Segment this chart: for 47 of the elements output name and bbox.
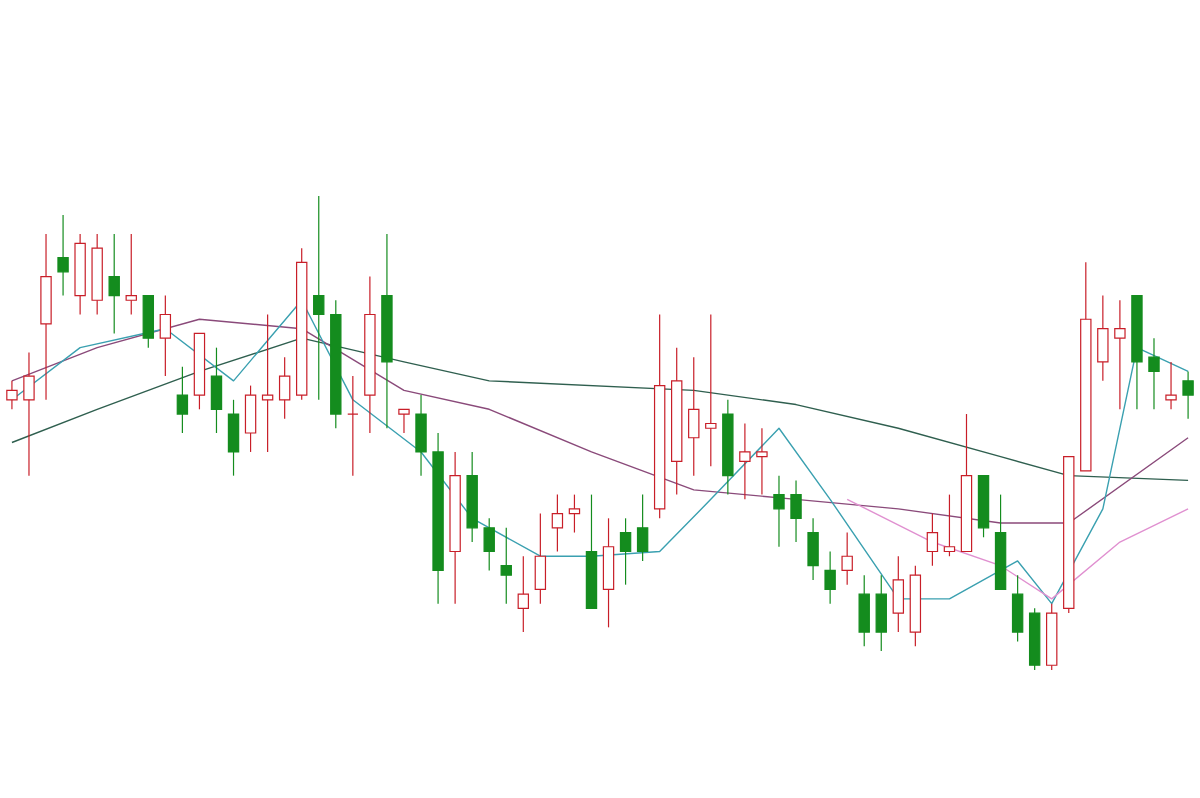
candlestick bbox=[142, 294, 155, 349]
candlestick bbox=[739, 422, 751, 500]
candlestick bbox=[1097, 294, 1109, 382]
candlestick bbox=[159, 294, 172, 377]
candlestick bbox=[636, 494, 649, 562]
candlestick bbox=[500, 527, 512, 605]
candlestick bbox=[824, 550, 836, 605]
candlestick bbox=[40, 233, 52, 401]
candlestick bbox=[176, 366, 189, 434]
candlestick bbox=[1114, 299, 1126, 410]
candlestick bbox=[125, 233, 137, 316]
candlestick bbox=[57, 214, 69, 297]
candlestick bbox=[313, 195, 325, 401]
candlestick bbox=[705, 313, 717, 467]
candlestick bbox=[551, 494, 564, 553]
candlestick bbox=[1011, 574, 1024, 643]
candlestick bbox=[347, 375, 359, 477]
candlestick bbox=[790, 479, 802, 543]
candlestick bbox=[619, 517, 632, 586]
candlestick bbox=[517, 555, 530, 633]
candlestick bbox=[23, 351, 35, 477]
candlestick bbox=[227, 399, 240, 477]
candlestick bbox=[602, 517, 615, 628]
candlestick bbox=[398, 408, 410, 434]
candlestick bbox=[875, 574, 887, 652]
candlestick bbox=[773, 475, 785, 548]
candlestick bbox=[943, 494, 956, 557]
candlestick bbox=[688, 356, 700, 477]
candlestick bbox=[261, 313, 274, 453]
candlestick bbox=[841, 531, 853, 586]
candlestick bbox=[756, 427, 768, 496]
candlestick bbox=[210, 347, 223, 434]
candlestick bbox=[244, 384, 257, 453]
candlestick bbox=[807, 517, 819, 581]
candlestick bbox=[1148, 337, 1160, 410]
candlestick bbox=[1165, 361, 1177, 410]
candlestick bbox=[415, 394, 427, 477]
candlestick bbox=[926, 512, 939, 567]
candlestick bbox=[483, 517, 495, 572]
candlestick bbox=[6, 380, 18, 410]
candlestick bbox=[108, 233, 120, 335]
candlestick bbox=[568, 494, 581, 534]
candlestick bbox=[858, 574, 870, 647]
candlestick bbox=[278, 356, 291, 420]
candlestick bbox=[534, 512, 547, 605]
candlestick bbox=[1182, 370, 1194, 420]
candlestick bbox=[892, 555, 905, 633]
